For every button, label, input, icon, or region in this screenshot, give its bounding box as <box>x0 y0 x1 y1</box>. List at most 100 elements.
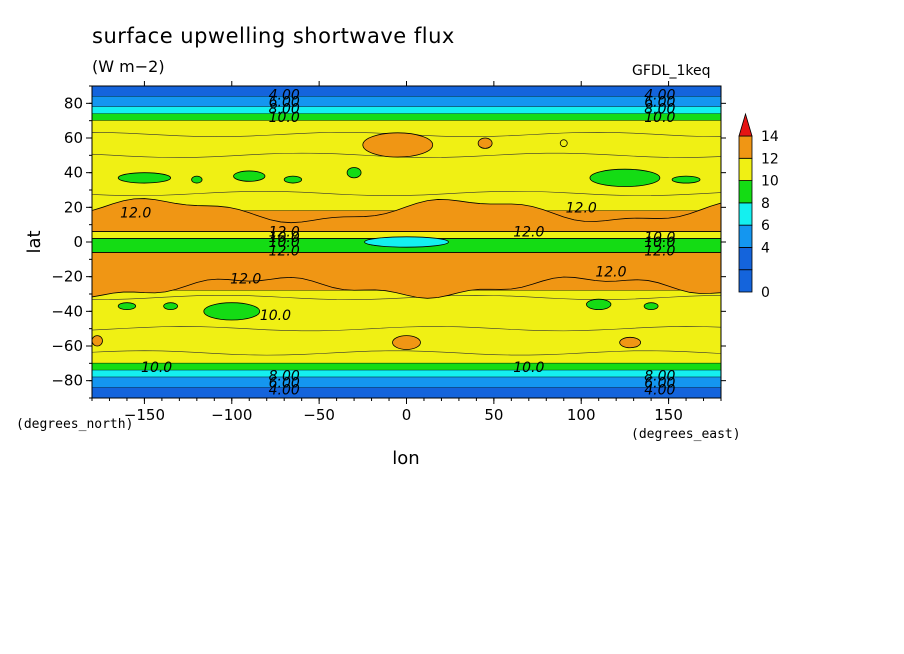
contour-label-23: 8.00 <box>269 368 300 384</box>
x-unit-label: (degrees_east) <box>631 427 741 442</box>
contour-label-5: 6.00 <box>644 95 675 111</box>
patch-19 <box>364 236 449 248</box>
contour-label-15: 10.0 <box>644 230 675 246</box>
contour-label-18: 12.0 <box>230 271 261 287</box>
patch-14 <box>643 302 659 310</box>
patch-16 <box>392 335 421 350</box>
colorbar-swatch-1 <box>738 247 753 271</box>
contour-label-7: 10.0 <box>644 110 675 126</box>
lat-band-2 <box>92 106 721 114</box>
colorbar-label-5: 12 <box>761 151 779 167</box>
contour-patches <box>92 132 701 350</box>
contour-label-24: 6.00 <box>269 375 300 391</box>
colorbar-label-4: 10 <box>761 174 779 190</box>
contour-label-27: 6.00 <box>644 375 675 391</box>
y-tick-label-6: 40 <box>64 164 83 182</box>
lat-band-12 <box>92 377 721 388</box>
colorbar: 0 4 6 8 10 12 14 <box>738 112 779 301</box>
colorbar-swatch-0 <box>738 269 753 293</box>
y-tick-label-3: −20 <box>51 268 83 286</box>
patch-8 <box>589 168 661 187</box>
contour-label-10: 12.0 <box>269 225 300 241</box>
y-unit-label: (degrees_north) <box>16 417 133 432</box>
patch-17 <box>619 336 642 349</box>
y-tick-label-1: −60 <box>51 337 83 355</box>
contour-label-14: 12.0 <box>513 225 544 241</box>
x-tick-label-1: −100 <box>211 406 252 424</box>
colorbar-label-2: 6 <box>761 218 770 234</box>
contour-label-19: 12.0 <box>595 264 626 280</box>
colorbar-overflow-triangle <box>738 112 753 137</box>
colorbar-swatch-3 <box>738 202 753 226</box>
contour-label-6: 8.00 <box>644 102 675 118</box>
patch-3 <box>117 172 172 184</box>
colorbar-label-1: 4 <box>761 240 770 256</box>
contour-label-28: 4.00 <box>644 382 675 398</box>
contour-label-11: 10.0 <box>269 230 300 246</box>
interior-contour-5 <box>92 350 721 356</box>
lat-band-11 <box>92 370 721 378</box>
lat-band-0 <box>92 86 721 97</box>
lat-band-1 <box>92 96 721 107</box>
patch-9 <box>671 175 701 184</box>
contour-label-20: 10.0 <box>260 308 291 324</box>
patch-11 <box>163 302 179 310</box>
contour-label-16: 10.0 <box>644 235 675 251</box>
patch-4 <box>191 175 203 184</box>
patch-13 <box>586 298 612 310</box>
patch-6 <box>283 175 303 184</box>
patch-2 <box>559 139 568 148</box>
x-axis-label: lon <box>392 448 419 469</box>
x-tick-label-3: 0 <box>402 406 412 424</box>
colorbar-label-0: 0 <box>761 285 770 301</box>
colorbar-swatch-2 <box>738 224 753 248</box>
colorbar-swatch-4 <box>738 180 753 204</box>
colorbar-label-6: 14 <box>761 129 779 145</box>
colorbar-label-3: 8 <box>761 196 770 212</box>
lat-band-13 <box>92 387 721 398</box>
x-tick-label-5: 100 <box>567 406 596 424</box>
contour-label-0: 4.00 <box>269 88 300 104</box>
patch-0 <box>362 132 434 158</box>
contour-label-17: 12.0 <box>644 244 675 260</box>
contour-label-21: 10.0 <box>141 360 172 376</box>
lat-band-3 <box>92 113 721 121</box>
lat-band-10 <box>92 363 721 371</box>
contour-label-2: 8.00 <box>269 102 300 118</box>
interior-contour-4 <box>92 326 721 332</box>
x-tick-label-0: −150 <box>124 406 165 424</box>
x-tick-label-4: 50 <box>484 406 503 424</box>
patch-15 <box>92 335 103 347</box>
patch-1 <box>477 137 493 149</box>
patch-5 <box>233 170 266 182</box>
contour-label-1: 6.00 <box>269 95 300 111</box>
contour-label-22: 10.0 <box>513 360 544 376</box>
y-tick-label-5: 20 <box>64 198 83 216</box>
patch-7 <box>346 167 362 179</box>
contour-label-8: 12.0 <box>120 206 151 222</box>
y-axis: −80 −60 −40 −20 0 20 40 60 80 <box>51 85 726 399</box>
colorbar-swatch-top <box>738 135 753 159</box>
patch-12 <box>203 302 261 321</box>
x-tick-label-6: 150 <box>654 406 683 424</box>
contour-label-12: 10.0 <box>269 235 300 251</box>
contour-label-9: 12.0 <box>566 200 597 216</box>
contour-label-25: 4.00 <box>269 382 300 398</box>
units-label: (W m−2) <box>92 57 165 76</box>
contour-label-4: 4.00 <box>644 88 675 104</box>
contour-label-26: 8.00 <box>644 368 675 384</box>
patch-10 <box>117 302 137 310</box>
chart-title: surface upwelling shortwave flux <box>92 24 455 48</box>
contour-label-3: 10.0 <box>269 110 300 126</box>
x-axis: −150 −100 −50 0 50 100 150 <box>91 81 722 424</box>
y-tick-label-8: 80 <box>64 94 83 112</box>
contour-label-13: 12.0 <box>269 244 300 260</box>
colorbar-swatch-5 <box>738 157 753 181</box>
x-tick-label-2: −50 <box>303 406 335 424</box>
y-tick-label-4: 0 <box>73 233 83 251</box>
y-tick-label-2: −40 <box>51 302 83 320</box>
y-tick-label-0: −80 <box>51 372 83 390</box>
y-axis-label: lat <box>24 230 45 253</box>
